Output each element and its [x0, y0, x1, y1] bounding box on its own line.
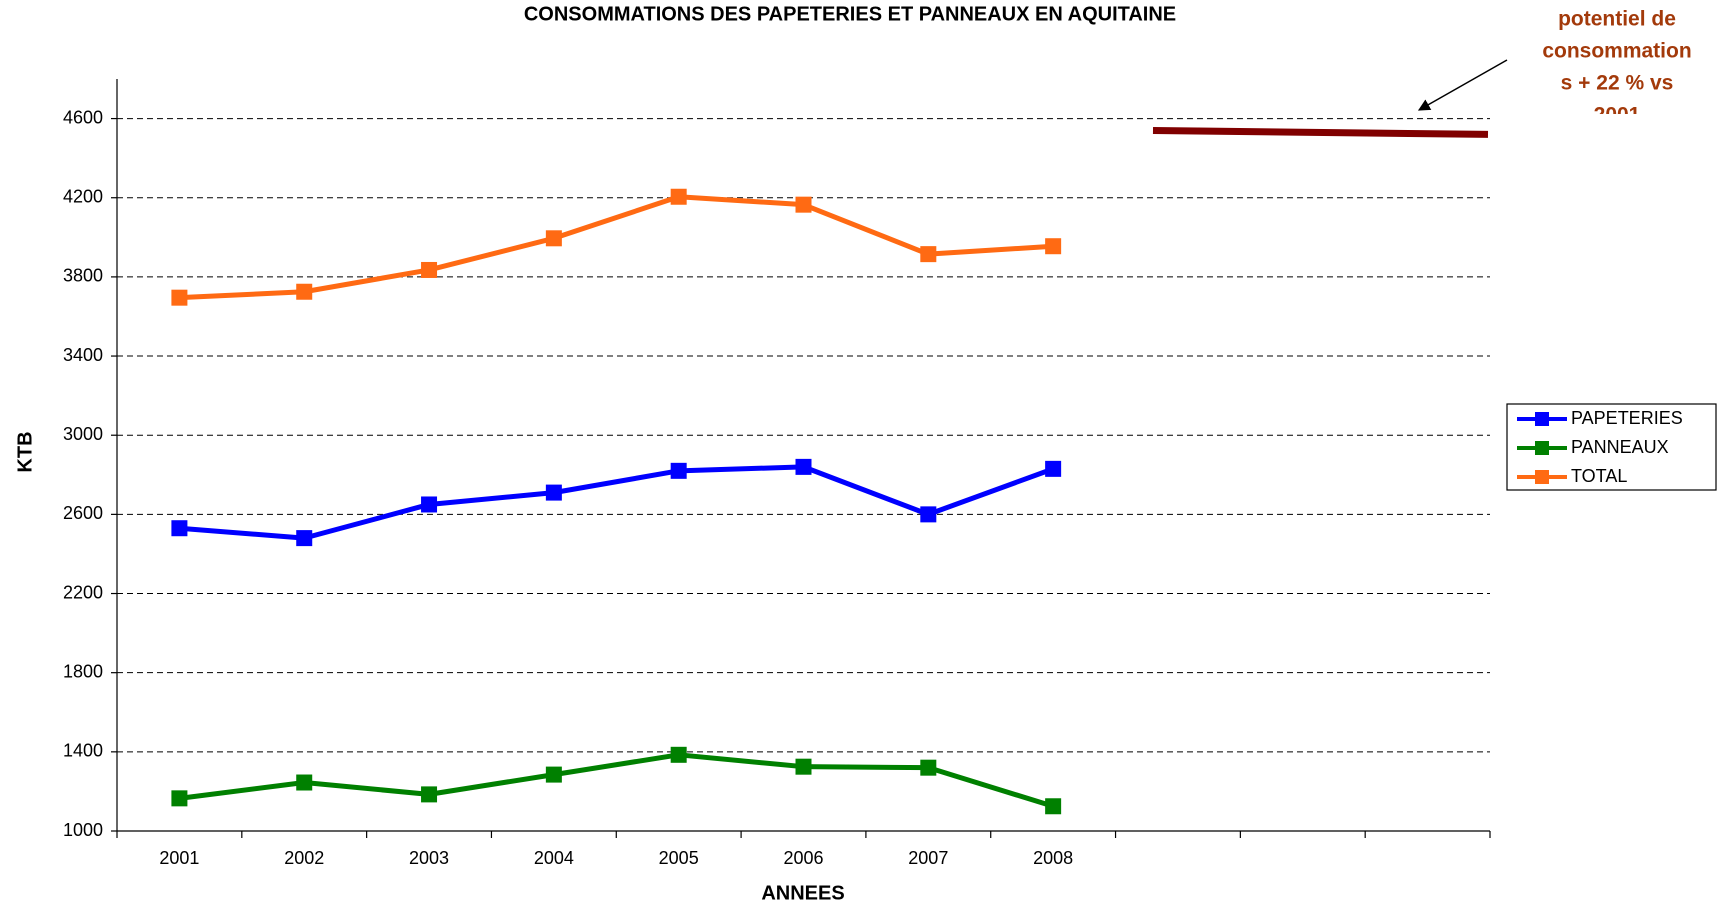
- legend-label: TOTAL: [1571, 466, 1627, 486]
- y-tick-label: 4200: [63, 186, 103, 206]
- x-axis-title: ANNEES: [761, 882, 844, 904]
- legend-label: PAPETERIES: [1571, 408, 1683, 428]
- marker: [545, 766, 562, 783]
- marker: [670, 462, 687, 479]
- target-line: [1152, 126, 1489, 138]
- marker: [670, 188, 687, 205]
- marker: [545, 484, 562, 501]
- x-tick-label: 2001: [159, 848, 199, 868]
- marker: [920, 506, 937, 523]
- marker: [545, 230, 562, 247]
- x-tick-label: 2008: [1033, 848, 1073, 868]
- marker: [296, 774, 313, 791]
- marker: [1045, 238, 1062, 255]
- marker: [795, 458, 812, 475]
- marker: [171, 790, 188, 807]
- marker: [670, 746, 687, 763]
- marker: [795, 758, 812, 775]
- marker: [171, 520, 188, 537]
- chart-title: CONSOMMATIONS DES PAPETERIES ET PANNEAUX…: [524, 3, 1176, 25]
- legend-marker: [1535, 470, 1549, 484]
- y-tick-label: 3400: [63, 345, 103, 365]
- y-tick-label: 2200: [63, 582, 103, 602]
- y-tick-label: 3000: [63, 424, 103, 444]
- annotation-text: 2001: [1594, 104, 1641, 127]
- series-line: [179, 194, 1054, 301]
- annotation: potentiel de consommation s + 22 % vs 2001: [1542, 8, 1691, 127]
- x-tick-label: 2004: [534, 848, 574, 868]
- annotation-text: potentiel de: [1558, 8, 1676, 31]
- y-tick-label: 1000: [63, 820, 103, 840]
- legend-marker: [1535, 412, 1549, 426]
- marker: [421, 786, 438, 803]
- marker: [296, 283, 313, 300]
- x-tick-label: 2006: [783, 848, 823, 868]
- marker: [920, 246, 937, 263]
- marker: [1045, 460, 1062, 477]
- x-tick-label: 2007: [908, 848, 948, 868]
- annotation-text: s + 22 % vs: [1561, 72, 1674, 95]
- series-line: [179, 752, 1054, 809]
- x-tick-label: 2003: [409, 848, 449, 868]
- marker: [421, 496, 438, 513]
- y-axis-title: KTB: [14, 431, 36, 472]
- marker: [171, 289, 188, 306]
- series-line: [179, 464, 1054, 541]
- marker: [795, 196, 812, 213]
- y-tick-label: 1400: [63, 741, 103, 761]
- annotation-text: consommation: [1542, 40, 1691, 63]
- marker: [421, 261, 438, 278]
- y-tick-label: 1800: [63, 661, 103, 681]
- marker: [296, 530, 313, 547]
- legend-marker: [1535, 441, 1549, 455]
- marker: [920, 759, 937, 776]
- y-tick-label: 4600: [63, 107, 103, 127]
- y-tick-label: 3800: [63, 266, 103, 286]
- x-tick-label: 2002: [284, 848, 324, 868]
- y-tick-label: 2600: [63, 503, 103, 523]
- marker: [1045, 798, 1062, 815]
- annotation-arrow: [1417, 59, 1508, 111]
- x-tick-label: 2005: [659, 848, 699, 868]
- legend-label: PANNEAUX: [1571, 437, 1669, 457]
